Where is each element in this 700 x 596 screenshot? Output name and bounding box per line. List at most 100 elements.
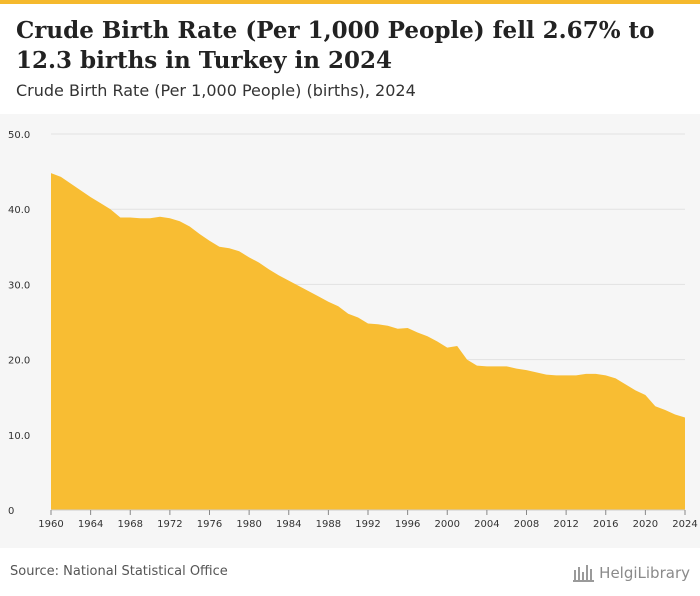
- accent-bar: [0, 0, 700, 4]
- data-point[interactable]: [406, 326, 410, 330]
- data-point[interactable]: [465, 358, 469, 362]
- data-point[interactable]: [198, 232, 202, 236]
- y-tick-label: 30.0: [8, 280, 30, 291]
- data-point[interactable]: [663, 408, 667, 412]
- data-point[interactable]: [376, 322, 380, 326]
- data-point[interactable]: [416, 331, 420, 335]
- data-point[interactable]: [683, 416, 687, 420]
- chart-title: Crude Birth Rate (Per 1,000 People) fell…: [16, 17, 655, 74]
- data-point[interactable]: [138, 216, 142, 220]
- data-point[interactable]: [287, 279, 291, 283]
- data-point[interactable]: [178, 219, 182, 223]
- data-point[interactable]: [455, 344, 459, 348]
- data-point[interactable]: [247, 255, 251, 259]
- data-point[interactable]: [584, 372, 588, 376]
- data-point[interactable]: [475, 364, 479, 368]
- data-point[interactable]: [425, 334, 429, 338]
- data-point[interactable]: [99, 201, 103, 205]
- data-point[interactable]: [435, 340, 439, 344]
- x-tick-label: 1976: [197, 519, 222, 530]
- y-tick-label: 40.0: [8, 205, 30, 216]
- data-point[interactable]: [128, 215, 132, 219]
- data-point[interactable]: [257, 261, 261, 265]
- data-point[interactable]: [336, 304, 340, 308]
- data-point[interactable]: [396, 327, 400, 331]
- data-point[interactable]: [564, 373, 568, 377]
- data-point[interactable]: [326, 300, 330, 304]
- logo-text: HelgiLibrary: [599, 564, 690, 582]
- x-tick-label: 1964: [78, 519, 103, 530]
- y-tick-label: 20.0: [8, 356, 30, 367]
- x-tick-label: 2024: [672, 519, 697, 530]
- x-tick-label: 1984: [276, 519, 301, 530]
- data-point[interactable]: [485, 364, 489, 368]
- data-point[interactable]: [59, 175, 63, 179]
- data-point[interactable]: [554, 373, 558, 377]
- birth-rate-area: [51, 173, 685, 510]
- data-point[interactable]: [168, 216, 172, 220]
- area-series: [49, 171, 687, 510]
- data-point[interactable]: [386, 324, 390, 328]
- data-point[interactable]: [69, 182, 73, 186]
- data-point[interactable]: [49, 171, 53, 175]
- data-point[interactable]: [237, 249, 241, 253]
- data-point[interactable]: [515, 367, 519, 371]
- data-point[interactable]: [643, 393, 647, 397]
- x-tick-label: 2000: [435, 519, 460, 530]
- library-icon: [573, 565, 595, 582]
- x-tick-label: 1992: [355, 519, 380, 530]
- data-point[interactable]: [633, 388, 637, 392]
- x-tick-label: 2012: [553, 519, 578, 530]
- chart-panel: 0 10.0 20.0 30.0 40.0 50.0 1960 1964 1968 1972 19…: [0, 114, 700, 548]
- chart-subtitle: Crude Birth Rate (Per 1,000 People) (bir…: [16, 81, 416, 100]
- x-tick-label: 1980: [236, 519, 261, 530]
- data-point[interactable]: [208, 239, 212, 243]
- x-tick-label: 1996: [395, 519, 420, 530]
- data-point[interactable]: [148, 216, 152, 220]
- data-point[interactable]: [108, 207, 112, 211]
- data-point[interactable]: [445, 346, 449, 350]
- data-point[interactable]: [277, 273, 281, 277]
- x-tick-label: 1960: [38, 519, 63, 530]
- data-point[interactable]: [624, 382, 628, 386]
- x-tick-label: 1972: [157, 519, 182, 530]
- x-axis-ticks: 1960 1964 1968 1972 1976 1980 1984 1988 1992 1996…: [38, 509, 698, 530]
- x-tick-label: 2020: [633, 519, 658, 530]
- data-point[interactable]: [505, 364, 509, 368]
- y-axis-ticks: 0 10.0 20.0 30.0 40.0 50.0: [8, 130, 30, 517]
- y-tick-label: 10.0: [8, 431, 30, 442]
- data-point[interactable]: [366, 322, 370, 326]
- data-point[interactable]: [604, 373, 608, 377]
- data-point[interactable]: [673, 413, 677, 417]
- data-point[interactable]: [614, 376, 618, 380]
- data-point[interactable]: [346, 312, 350, 316]
- data-point[interactable]: [307, 289, 311, 293]
- y-tick-label: 0: [8, 506, 14, 517]
- data-point[interactable]: [267, 267, 271, 271]
- data-point[interactable]: [79, 188, 83, 192]
- data-point[interactable]: [188, 225, 192, 229]
- data-point[interactable]: [525, 368, 529, 372]
- data-point[interactable]: [118, 215, 122, 219]
- y-tick-label: 50.0: [8, 130, 30, 141]
- data-point[interactable]: [653, 404, 657, 408]
- data-point[interactable]: [356, 315, 360, 319]
- data-point[interactable]: [534, 370, 538, 374]
- data-point[interactable]: [594, 372, 598, 376]
- data-point[interactable]: [574, 373, 578, 377]
- data-point[interactable]: [89, 195, 93, 199]
- helgilibrary-logo[interactable]: HelgiLibrary: [573, 562, 690, 584]
- data-point[interactable]: [495, 364, 499, 368]
- x-tick-label: 2004: [474, 519, 499, 530]
- x-tick-label: 1988: [316, 519, 341, 530]
- x-tick-label: 2016: [593, 519, 618, 530]
- data-point[interactable]: [297, 284, 301, 288]
- source-note: Source: National Statistical Office: [10, 564, 228, 579]
- data-point[interactable]: [316, 294, 320, 298]
- data-point[interactable]: [227, 246, 231, 250]
- area-chart: 010.020.030.040.050.0 1960 1964 1968 1972 19…: [8, 130, 698, 530]
- data-point[interactable]: [158, 215, 162, 219]
- data-point[interactable]: [544, 373, 548, 377]
- data-point[interactable]: [217, 245, 221, 249]
- x-tick-label: 2008: [514, 519, 539, 530]
